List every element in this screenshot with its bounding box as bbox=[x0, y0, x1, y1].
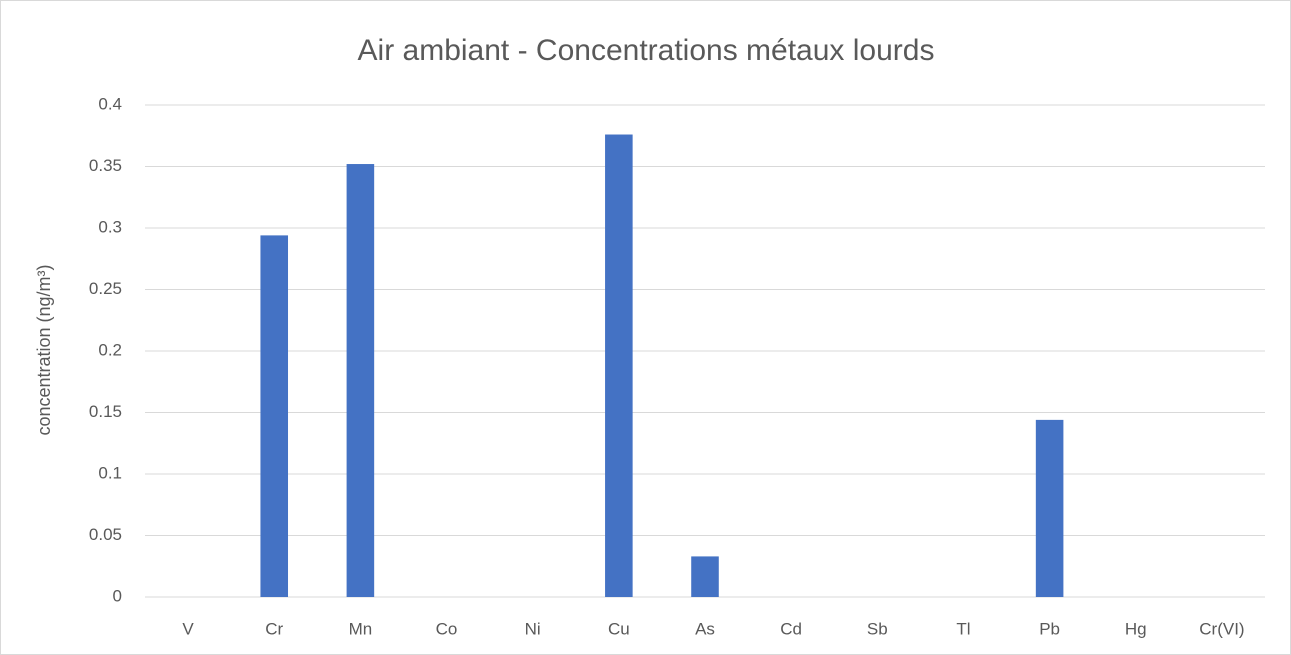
bar bbox=[1035, 419, 1064, 597]
bar bbox=[691, 556, 719, 597]
x-tick-label: Sb bbox=[867, 619, 888, 638]
y-tick-label: 0.05 bbox=[89, 525, 122, 544]
x-tick-label: Mn bbox=[349, 619, 373, 638]
x-tick-label: Cr(VI) bbox=[1199, 619, 1244, 638]
y-tick-label: 0.35 bbox=[89, 156, 122, 175]
x-tick-label: Cr bbox=[265, 619, 283, 638]
bar bbox=[346, 164, 375, 598]
x-tick-label: As bbox=[695, 619, 715, 638]
y-tick-label: 0.15 bbox=[89, 402, 122, 421]
bar bbox=[605, 134, 633, 597]
x-tick-label: V bbox=[182, 619, 194, 638]
y-tick-label: 0.4 bbox=[98, 94, 122, 113]
y-tick-label: 0.25 bbox=[89, 279, 122, 298]
chart-title: Air ambiant - Concentrations métaux lour… bbox=[358, 34, 935, 67]
x-tick-label: Tl bbox=[956, 619, 970, 638]
x-tick-label: Co bbox=[436, 619, 458, 638]
x-tick-label: Ni bbox=[525, 619, 541, 638]
x-tick-label: Pb bbox=[1039, 619, 1060, 638]
x-tick-label: Hg bbox=[1125, 619, 1147, 638]
y-tick-label: 0.1 bbox=[98, 463, 122, 482]
x-tick-label: Cd bbox=[780, 619, 802, 638]
bar bbox=[260, 235, 289, 597]
x-tick-label: Cu bbox=[608, 619, 630, 638]
y-tick-label: 0.3 bbox=[98, 217, 122, 236]
y-axis-title: concentration (ng/m³) bbox=[34, 264, 54, 435]
y-tick-label: 0.2 bbox=[98, 340, 122, 359]
y-tick-label: 0 bbox=[113, 586, 122, 605]
